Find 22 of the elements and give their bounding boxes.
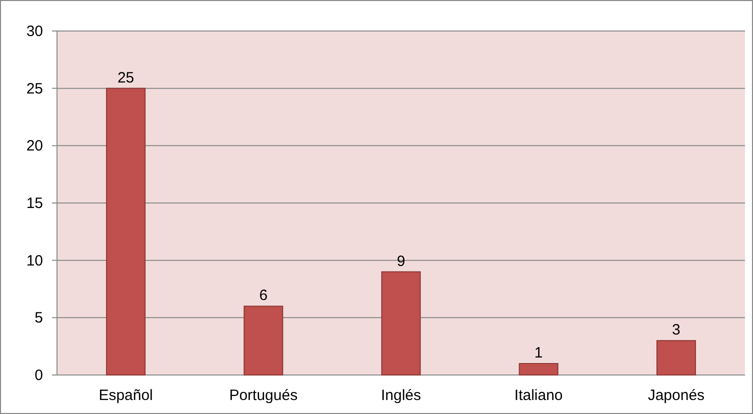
y-tick-label: 5 [34,310,43,327]
y-tick-label: 15 [26,195,43,212]
data-label: 3 [672,322,680,339]
y-tick-label: 20 [26,138,43,155]
data-label: 9 [396,252,406,270]
data-label: 6 [259,287,268,304]
x-tick-label: Italiano [514,387,563,404]
bar [656,340,696,376]
x-tick-label: Portugués [229,387,298,404]
bar [244,306,284,376]
y-tick-label: 10 [26,252,43,270]
y-tick-label: 25 [26,80,43,98]
bar [518,363,558,376]
bar [381,271,421,376]
data-label: 1 [534,344,543,362]
x-tick-label: Español [98,387,153,404]
x-tick-label: Japonés [648,387,705,404]
data-label: 25 [117,69,134,86]
x-tick-label: Inglés [380,387,422,404]
y-tick-label: 0 [34,367,43,384]
bar [106,88,146,376]
y-tick-label: 30 [26,23,43,40]
